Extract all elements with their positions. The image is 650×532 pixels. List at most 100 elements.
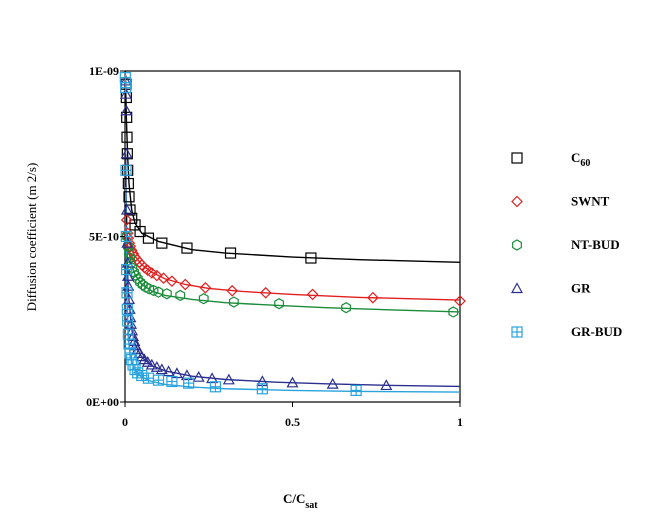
data-point-gr [155, 363, 168, 375]
legend-label-swnt: SWNT [571, 194, 610, 209]
data-point-gr [380, 379, 393, 391]
data-point-swnt [166, 275, 178, 288]
data-point-gr-bud [152, 374, 165, 386]
data-point-swnt [226, 284, 239, 297]
data-point-swnt [367, 291, 379, 304]
data-point-gr [222, 373, 235, 385]
data-point-gr [120, 104, 133, 116]
data-point-gr-bud [166, 375, 178, 388]
y-tick-label: 5E-10 [89, 230, 119, 244]
data-point-gr [127, 330, 140, 342]
legend-marker-gr [510, 282, 524, 294]
data-point-nt-bud [228, 296, 239, 308]
data-point-nt-bud [198, 293, 209, 305]
data-point-nt-bud [274, 297, 285, 310]
legend-marker-swnt [511, 195, 523, 208]
data-point-nt-bud [135, 276, 146, 288]
data-point-swnt [120, 214, 133, 226]
data-point-c60 [305, 252, 317, 264]
y-tick-label: 1E-09 [89, 64, 119, 78]
legend-item-gr-bud: GR-BUD [511, 324, 622, 339]
data-point-gr-bud [132, 367, 144, 379]
legend-label-nt-bud: NT-BUD [571, 237, 620, 252]
fit-line-nt-bud [124, 229, 461, 313]
fit-line-gr [124, 153, 461, 388]
fit-lines [124, 70, 461, 393]
data-point-nt-bud [144, 283, 155, 295]
data-point-c60 [124, 204, 136, 216]
legend-label-c60: C60 [571, 150, 590, 169]
data-point-nt-bud [153, 286, 164, 298]
data-point-swnt [306, 288, 319, 301]
fit-line-gr-bud [124, 186, 461, 393]
data-point-gr [126, 324, 139, 336]
data-point-gr [206, 372, 219, 384]
data-point-gr-bud [183, 377, 195, 389]
data-point-gr [145, 358, 158, 370]
data-point-c60 [142, 232, 155, 244]
legend: C60 SWNT NT-BUD GR GR-BUD [510, 150, 622, 339]
data-point-gr [121, 256, 134, 268]
data-point-swnt [259, 286, 272, 299]
data-point-gr [120, 203, 134, 215]
x-tick-label: 0.5 [285, 415, 300, 429]
legend-marker-c60 [511, 152, 523, 164]
x-tick-label: 0 [122, 415, 128, 429]
data-point-swnt [157, 272, 170, 285]
data-point-swnt [199, 281, 212, 294]
data-point-gr [122, 279, 135, 291]
legend-marker-gr-bud [511, 326, 523, 338]
plot-area [124, 70, 461, 403]
data-point-c60 [224, 247, 237, 259]
data-point-gr [119, 87, 133, 99]
data-point-gr-bud [350, 384, 362, 397]
data-point-nt-bud [175, 289, 186, 302]
data-point-gr-bud [120, 81, 132, 94]
data-point-c60 [123, 191, 135, 203]
legend-item-c60: C60 [511, 150, 590, 169]
data-point-c60 [156, 237, 168, 249]
axes: 0E+00 5E-10 1E-09 0 0.5 1 C/Csat Diffusion coef… [24, 64, 463, 511]
data-point-c60 [121, 131, 133, 143]
legend-item-nt-bud: NT-BUD [512, 237, 620, 252]
data-point-nt-bud [341, 301, 352, 314]
legend-item-gr: GR [510, 281, 591, 296]
data-point-swnt [179, 278, 192, 291]
data-point-gr-bud [209, 381, 222, 393]
legend-item-swnt: SWNT [511, 194, 610, 209]
y-axis-title: Diffusion coefficient (m 2/s) [24, 163, 39, 312]
data-point-gr-bud [121, 287, 133, 299]
data-point-gr [286, 376, 299, 388]
data-point-gr [180, 369, 193, 381]
data-point-gr [123, 293, 136, 304]
x-axis-title: C/Csat [283, 491, 318, 511]
data-point-gr [120, 147, 133, 159]
fit-line-c60 [124, 70, 461, 264]
data-point-gr-bud [122, 315, 134, 327]
data-point-nt-bud [124, 247, 134, 259]
data-point-gr-bud [136, 369, 148, 382]
data-point-c60 [121, 111, 133, 123]
data-point-nt-bud [448, 306, 459, 318]
data-point-gr [326, 377, 339, 389]
data-point-c60 [134, 225, 146, 238]
fit-line-swnt [124, 226, 461, 301]
legend-label-gr-bud: GR-BUD [571, 324, 622, 339]
data-point-gr-bud [124, 347, 136, 359]
data-point-gr [162, 365, 175, 377]
legend-marker-nt-bud [512, 239, 522, 251]
data-point-gr-bud [121, 303, 133, 315]
data-point-gr [121, 236, 134, 248]
data-point-swnt [454, 295, 466, 307]
data-point-gr-bud [121, 264, 133, 276]
data-point-nt-bud [161, 288, 172, 300]
data-point-gr [192, 370, 205, 382]
data-point-c60 [122, 177, 134, 190]
data-point-gr-bud [120, 164, 132, 176]
data-point-gr-bud [256, 383, 268, 395]
data-markers [119, 72, 466, 397]
y-tick-label: 0E+00 [86, 395, 119, 409]
legend-label-gr: GR [571, 281, 591, 296]
data-point-gr-bud [123, 338, 135, 350]
